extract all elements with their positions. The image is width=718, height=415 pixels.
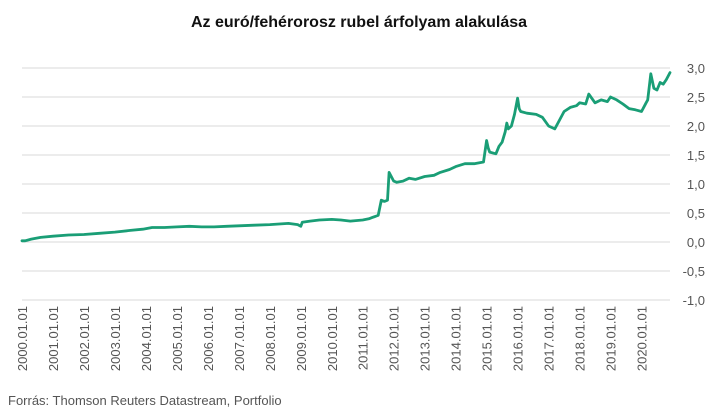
y-tick-label: -1,0: [683, 293, 705, 308]
x-tick-label: 2012.01.01: [387, 306, 402, 371]
x-tick-label: 2011.01.01: [356, 306, 371, 370]
x-tick-label: 2016.01.01: [511, 306, 526, 371]
y-tick-label: 1,5: [687, 148, 705, 163]
x-tick-label: 2007.01.01: [232, 306, 247, 371]
x-tick-label: 2004.01.01: [139, 306, 154, 371]
y-tick-label: 0,5: [687, 206, 705, 221]
x-tick-label: 2008.01.01: [263, 306, 278, 371]
x-tick-label: 2000.01.01: [15, 306, 30, 371]
x-tick-label: 2006.01.01: [201, 306, 216, 371]
y-tick-label: 0,0: [687, 235, 705, 250]
x-tick-label: 2019.01.01: [604, 306, 619, 371]
y-axis: 3,0 2,5 2,0 1,5 1,0 0,5 0,0 -0,5 -1,0: [683, 61, 705, 308]
x-tick-label: 2018.01.01: [573, 306, 588, 371]
y-tick-label: 3,0: [687, 61, 705, 76]
x-tick-label: 2014.01.01: [449, 306, 464, 371]
y-tick-label: -0,5: [683, 264, 705, 279]
x-tick-label: 2017.01.01: [542, 306, 557, 371]
x-tick-label: 2020.01.01: [635, 306, 650, 371]
y-tick-label: 2,0: [687, 119, 705, 134]
x-tick-label: 2001.01.01: [46, 306, 61, 371]
chart-title: Az euró/fehérorosz rubel árfolyam alakul…: [190, 14, 528, 31]
x-tick-label: 2003.01.01: [108, 306, 123, 371]
source-note: Forrás: Thomson Reuters Datastream, Port…: [8, 393, 282, 408]
x-tick-label: 2009.01.01: [294, 306, 309, 371]
y-tick-label: 2,5: [687, 90, 705, 105]
x-tick-label: 2015.01.01: [480, 306, 495, 371]
x-tick-label: 2013.01.01: [418, 306, 433, 371]
series-line: [20, 71, 672, 243]
x-tick-label: 2010.01.01: [325, 306, 340, 371]
x-axis: 2000.01.01 2001.01.01 2002.01.01 2003.01.01…: [15, 306, 650, 371]
y-tick-label: 1,0: [687, 177, 705, 192]
grid-lines: [22, 67, 670, 301]
series-group: [20, 71, 672, 243]
x-tick-label: 2005.01.01: [170, 306, 185, 371]
x-tick-label: 2002.01.01: [77, 306, 92, 371]
